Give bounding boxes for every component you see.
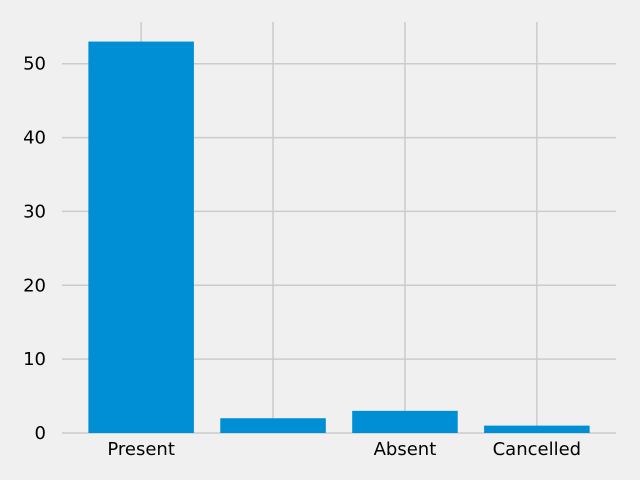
y-tick-label: 10 — [23, 349, 46, 370]
y-tick-label: 0 — [35, 423, 46, 444]
x-tick-label: Present — [107, 439, 175, 460]
bar-absent — [352, 410, 458, 433]
y-tick-label: 50 — [23, 54, 46, 75]
bars — [88, 41, 590, 433]
bar-cancelled — [484, 425, 590, 433]
x-tick-label: Absent — [374, 439, 437, 460]
bar-unlabeled — [220, 418, 326, 433]
y-tick-labels: 0 10 20 30 40 50 — [23, 54, 46, 444]
y-tick-label: 20 — [23, 275, 46, 296]
y-tick-label: 40 — [23, 128, 46, 149]
x-tick-label: Cancelled — [493, 439, 581, 460]
bar-present — [88, 41, 194, 433]
x-tick-labels: Present Absent Cancelled — [107, 439, 581, 460]
y-tick-label: 30 — [23, 201, 46, 222]
